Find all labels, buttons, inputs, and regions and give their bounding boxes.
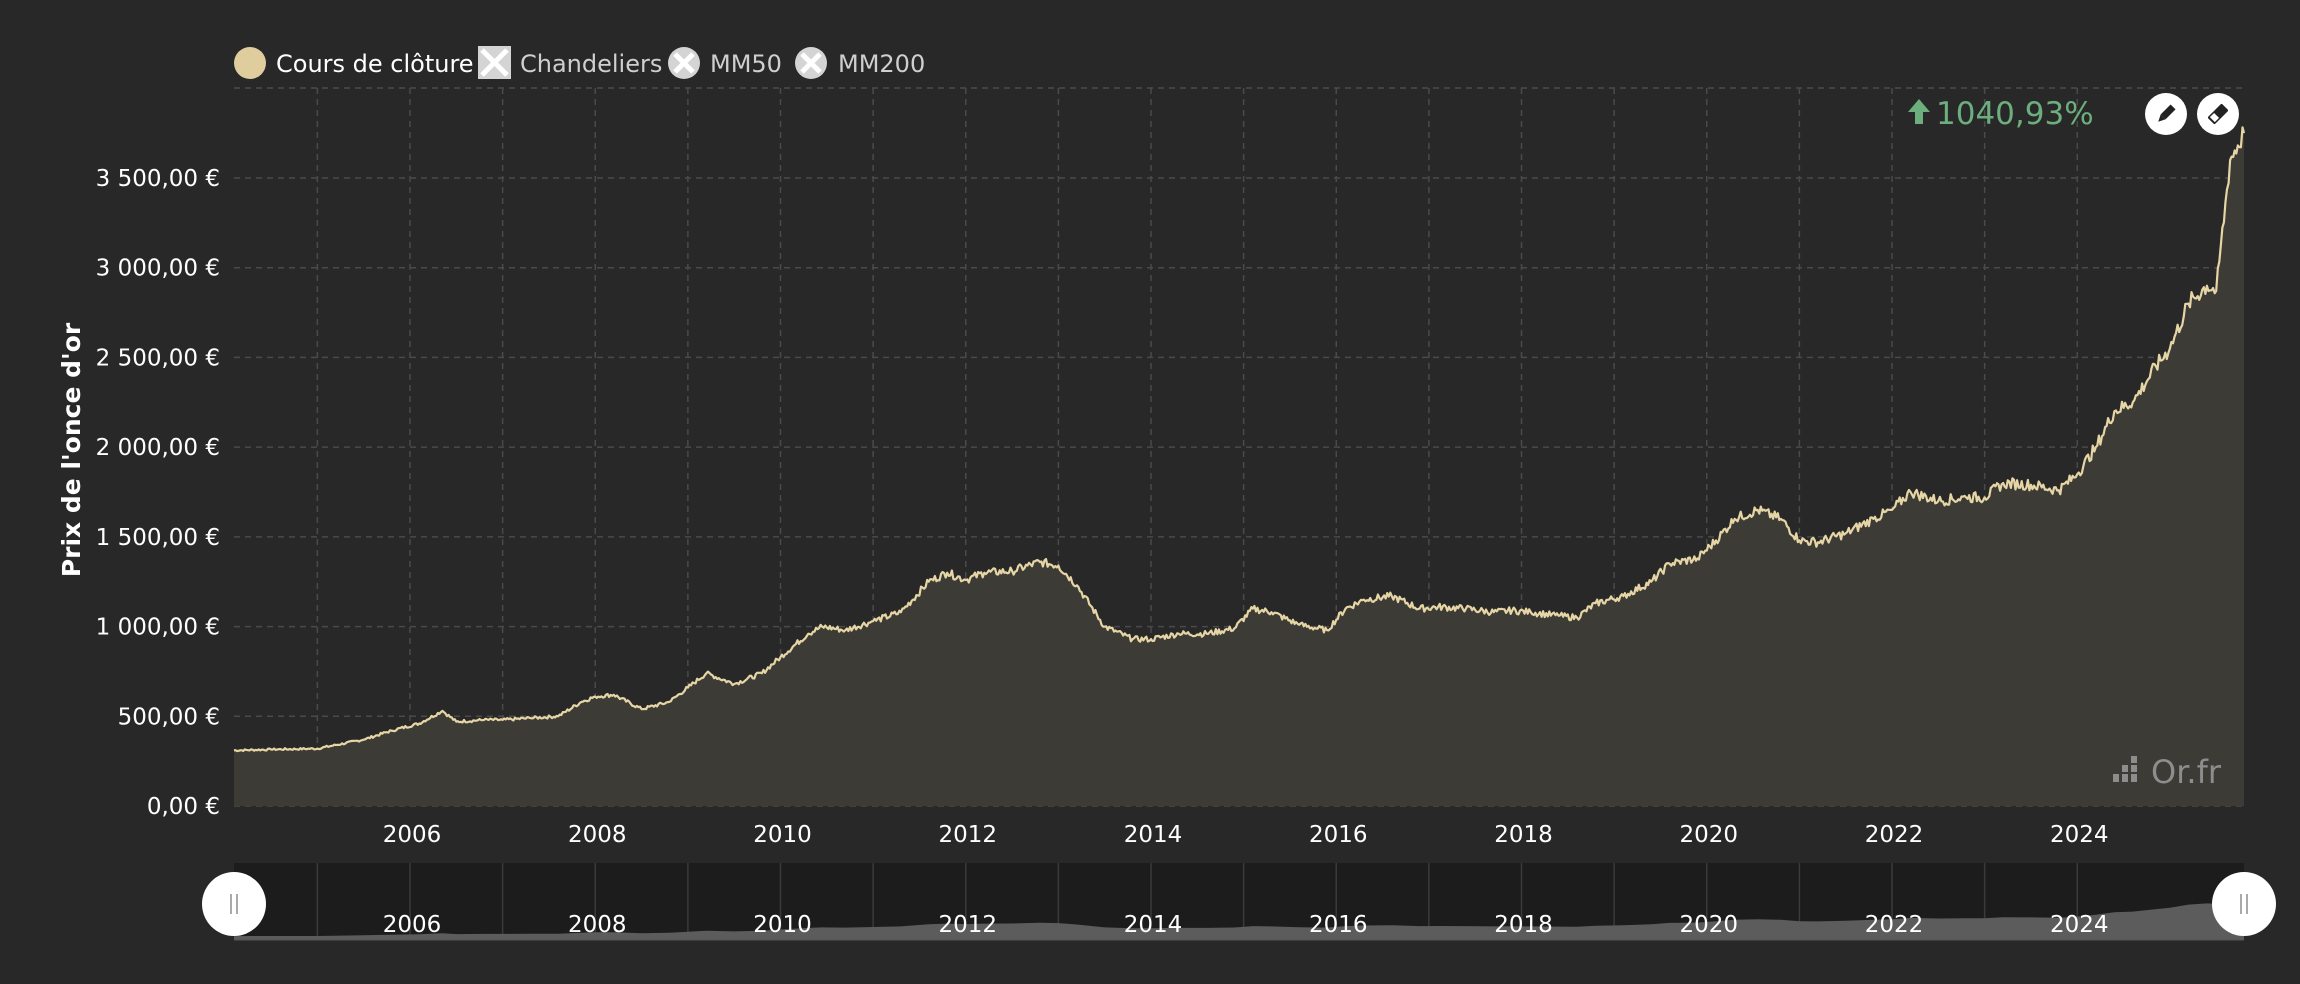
navigator-tick-label: 2018	[1494, 912, 1553, 938]
y-tick-label: 3 500,00 €	[96, 166, 220, 192]
navigator-tick-label: 2012	[938, 912, 997, 938]
x-axis-ticks: 2006 2008 2010 2012 2014 2016 2018 2020 2022 2024	[383, 822, 2109, 848]
y-axis-ticks: 0,00 € 500,00 € 1 000,00 € 1 500,00 € 2 000,…	[96, 166, 220, 820]
navigator-x-ticks: 2006 2008 2010 2012 2014 2016 2018 2020 2022 2024	[383, 912, 2109, 938]
x-tick-label: 2012	[938, 822, 997, 848]
performance-indicator: 1040,93%	[1908, 96, 2094, 132]
y-tick-label: 3 000,00 €	[96, 256, 220, 282]
x-tick-label: 2008	[568, 822, 627, 848]
navigator-handle-right[interactable]	[2212, 872, 2276, 936]
range-navigator[interactable]: 2006 2008 2010 2012 2014 2016 2018 2020 2022 2024	[202, 863, 2276, 941]
navigator-tick-label: 2022	[1865, 912, 1924, 938]
y-tick-label: 0,00 €	[147, 794, 220, 820]
y-axis-label: Prix de l'once d'or	[57, 322, 86, 577]
x-tick-label: 2024	[2050, 822, 2109, 848]
navigator-tick-label: 2010	[753, 912, 812, 938]
y-tick-label: 500,00 €	[118, 704, 220, 730]
legend-label-mm50: MM50	[710, 50, 782, 78]
pencil-button[interactable]	[2145, 93, 2187, 135]
y-tick-label: 2 500,00 €	[96, 345, 220, 371]
performance-value: 1040,93%	[1936, 96, 2094, 132]
legend-item-closing-price[interactable]: Cours de clôture	[234, 47, 474, 79]
x-tick-label: 2020	[1679, 822, 1738, 848]
x-tick-label: 2022	[1865, 822, 1924, 848]
crossed-circle-icon	[795, 47, 827, 79]
navigator-tick-label: 2006	[383, 912, 442, 938]
navigator-grid	[316, 863, 2079, 940]
x-tick-label: 2016	[1309, 822, 1368, 848]
crossed-square-icon	[478, 46, 511, 79]
navigator-tick-label: 2016	[1309, 912, 1368, 938]
legend: Cours de clôture Chandeliers MM50	[234, 46, 925, 79]
legend-label-candlesticks: Chandeliers	[520, 50, 662, 78]
brand-text: Or.fr	[2151, 753, 2222, 791]
price-area	[234, 127, 2244, 807]
x-tick-label: 2018	[1494, 822, 1553, 848]
brand-logo: Or.fr	[2113, 753, 2222, 791]
navigator-tick-label: 2008	[568, 912, 627, 938]
price-line	[233, 126, 2246, 753]
eraser-icon	[2208, 104, 2228, 124]
navigator-tick-label: 2014	[1124, 912, 1183, 938]
legend-item-mm200[interactable]: MM200	[795, 47, 925, 79]
navigator-tick-label: 2024	[2050, 912, 2109, 938]
y-tick-label: 2 000,00 €	[96, 435, 220, 461]
x-tick-label: 2014	[1124, 822, 1183, 848]
eraser-button[interactable]	[2197, 93, 2239, 135]
legend-item-candlesticks[interactable]: Chandeliers	[478, 46, 662, 79]
navigator-handle-left[interactable]	[202, 872, 266, 936]
legend-label-closing-price: Cours de clôture	[276, 50, 474, 78]
crossed-circle-icon	[668, 47, 700, 79]
bars-icon	[2113, 756, 2137, 782]
arrow-up-icon	[1908, 99, 1930, 124]
y-tick-label: 1 000,00 €	[96, 615, 220, 641]
y-tick-label: 1 500,00 €	[96, 525, 220, 551]
x-tick-label: 2010	[753, 822, 812, 848]
legend-label-mm200: MM200	[838, 50, 925, 78]
navigator-area	[234, 892, 2244, 940]
navigator-tick-label: 2020	[1679, 912, 1738, 938]
legend-item-mm50[interactable]: MM50	[668, 47, 782, 79]
filled-circle-icon	[234, 47, 266, 79]
x-tick-label: 2006	[383, 822, 442, 848]
